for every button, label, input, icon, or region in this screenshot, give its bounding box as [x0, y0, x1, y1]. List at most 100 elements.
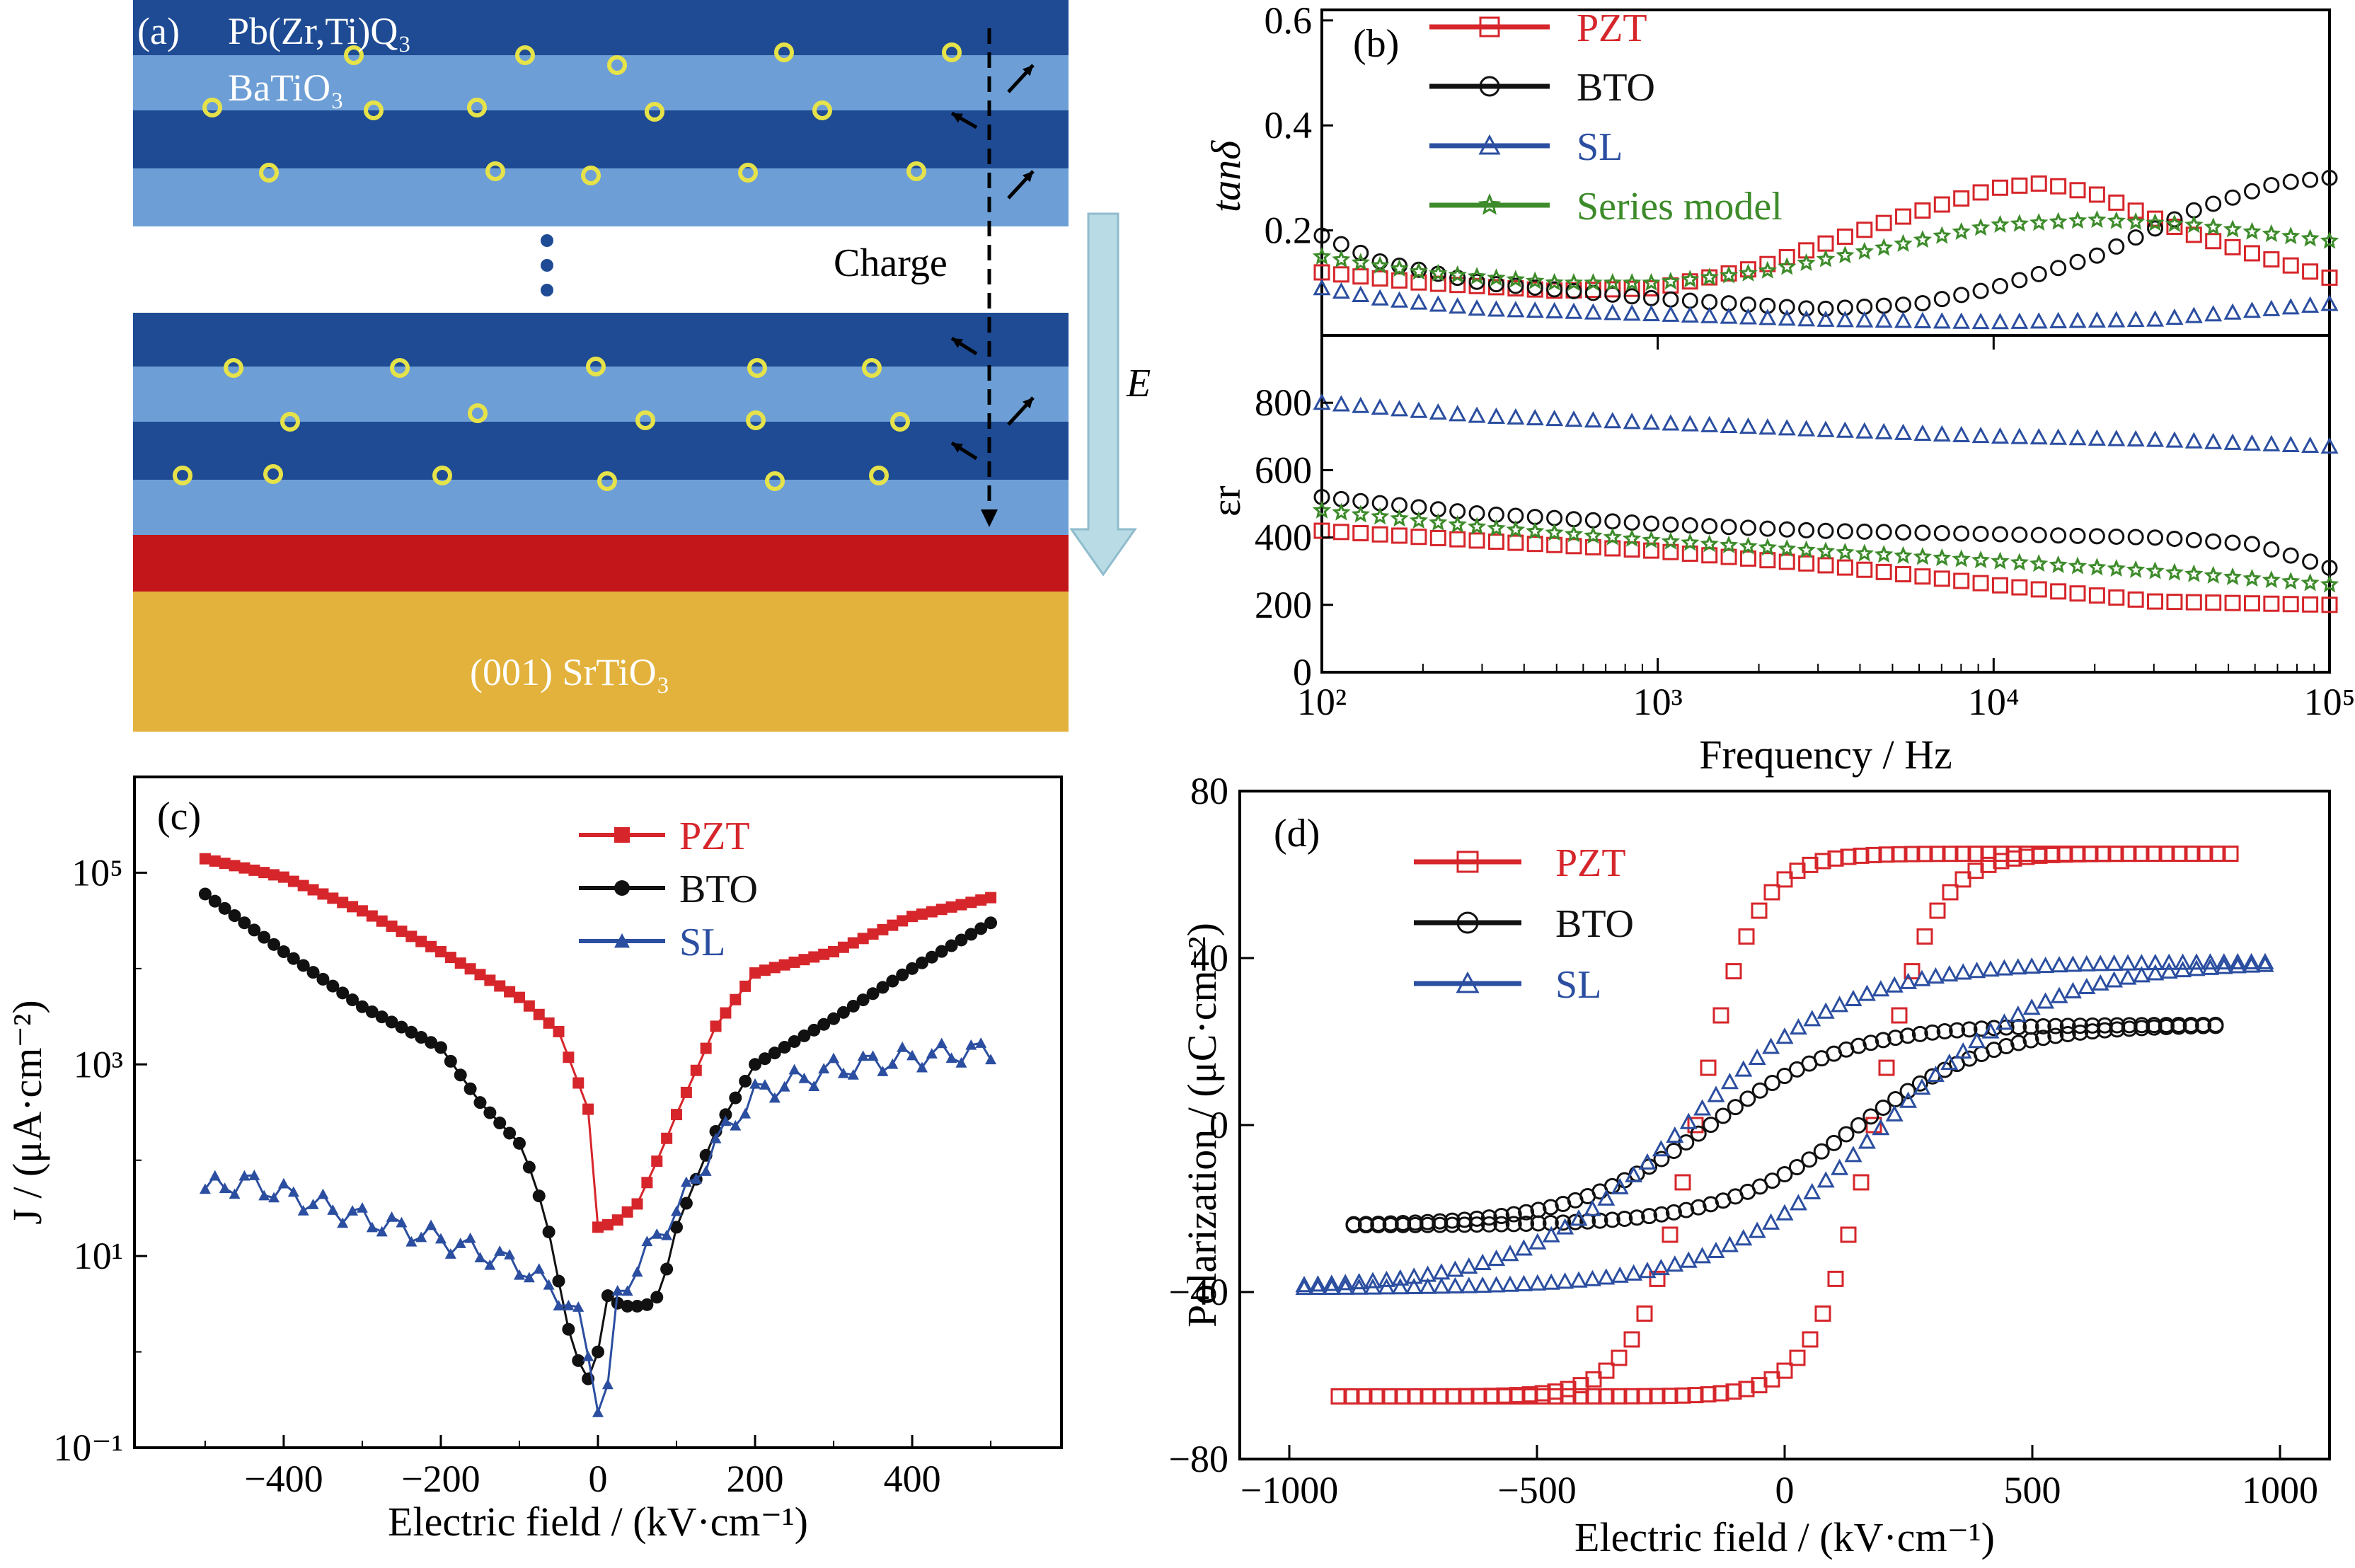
data-point [768, 1047, 781, 1060]
data-point [1410, 401, 1428, 418]
data-point [504, 1249, 516, 1259]
data-point [248, 923, 261, 937]
data-point [601, 1289, 614, 1303]
data-point [1390, 291, 1409, 308]
panel-c-tag: (c) [157, 795, 201, 838]
data-point [415, 1231, 427, 1243]
data-point [533, 1263, 545, 1274]
data-point [2243, 595, 2260, 612]
data-point [1887, 1091, 1904, 1108]
data-point [2204, 305, 2223, 322]
data-point [1565, 538, 1582, 555]
data-point [1778, 309, 1796, 326]
data-point [2165, 431, 2184, 448]
data-point [2011, 579, 2028, 596]
data-point [1598, 1362, 1615, 1379]
data-point [1332, 282, 1350, 299]
panel-c-x-tick-label: −200 [401, 1458, 480, 1500]
data-point [542, 1226, 555, 1239]
data-point [887, 919, 899, 931]
data-point [1505, 1216, 1522, 1233]
data-point [1501, 1245, 1519, 1262]
data-point [1855, 241, 1875, 260]
data-point [473, 1096, 487, 1109]
data-point [1391, 1278, 1410, 1295]
data-point [788, 1063, 800, 1075]
data-point [2166, 531, 2183, 548]
data-point [2030, 175, 2047, 192]
data-point [1894, 234, 1913, 252]
data-point [1875, 214, 1892, 231]
data-point [1616, 1210, 1633, 1227]
data-point [1872, 980, 1890, 997]
data-point [1638, 1153, 1657, 1170]
data-point [2009, 1005, 2027, 1022]
panel-c-x-tick-label: 400 [884, 1458, 941, 1500]
data-point [2281, 298, 2300, 315]
data-point [965, 928, 978, 941]
data-point [1542, 1226, 1560, 1243]
data-point [504, 986, 516, 998]
data-point [425, 940, 437, 952]
data-point [807, 1023, 821, 1037]
data-point [1801, 1151, 1818, 1168]
data-point [1419, 1277, 1437, 1294]
data-point [572, 1354, 585, 1367]
data-point [1487, 407, 1505, 425]
series-bto [1313, 169, 2338, 317]
data-point [1429, 263, 1448, 282]
data-point [1762, 1213, 1780, 1230]
data-point [2022, 1018, 2039, 1035]
legend-marker [1456, 911, 1479, 934]
data-point [2147, 529, 2164, 546]
data-point [2242, 301, 2261, 318]
data-point [1844, 1146, 1862, 1163]
data-point [759, 964, 771, 976]
data-point [1545, 272, 1564, 291]
data-point [1507, 534, 1524, 551]
data-point [710, 1133, 722, 1143]
data-point [1899, 1083, 1916, 1100]
data-point [719, 1108, 732, 1122]
data-point [425, 1036, 438, 1049]
data-point [2282, 257, 2299, 274]
frequency-tick-label: 10² [1297, 681, 1347, 723]
data-point [1665, 1204, 1682, 1221]
data-point [1914, 568, 1931, 585]
data-point [1748, 1221, 1766, 1238]
data-point [1913, 1078, 1931, 1095]
data-point [2320, 575, 2339, 593]
data-point [1789, 863, 1806, 880]
legend-marker [614, 827, 630, 843]
data-point [749, 1058, 762, 1071]
data-point [1700, 415, 1719, 432]
data-point [1942, 884, 1959, 901]
data-point [1332, 250, 1351, 268]
data-point [690, 1064, 702, 1076]
defect-marker [344, 45, 364, 65]
series-pzt [1313, 175, 2338, 299]
data-point [1967, 863, 1984, 880]
data-point [1707, 1241, 1725, 1258]
lower-stack-layer-4 [133, 480, 1069, 535]
data-point [1681, 415, 1699, 432]
data-point [1916, 928, 1933, 945]
data-point [985, 1054, 997, 1065]
data-point [1525, 521, 1545, 540]
data-point [327, 892, 339, 904]
data-point [856, 993, 870, 1007]
data-point [464, 963, 476, 975]
data-point [2009, 958, 2027, 975]
legend-label: SL [679, 921, 725, 964]
data-point [2174, 953, 2192, 970]
data-point [592, 1345, 604, 1359]
data-point [808, 1080, 820, 1091]
data-point [1840, 1226, 1857, 1243]
data-point [2242, 952, 2261, 969]
data-point [1875, 1100, 1892, 1117]
data-point [1933, 291, 1950, 308]
data-point [1506, 270, 1526, 288]
data-point [1720, 1235, 1739, 1252]
data-point [2242, 221, 2262, 240]
